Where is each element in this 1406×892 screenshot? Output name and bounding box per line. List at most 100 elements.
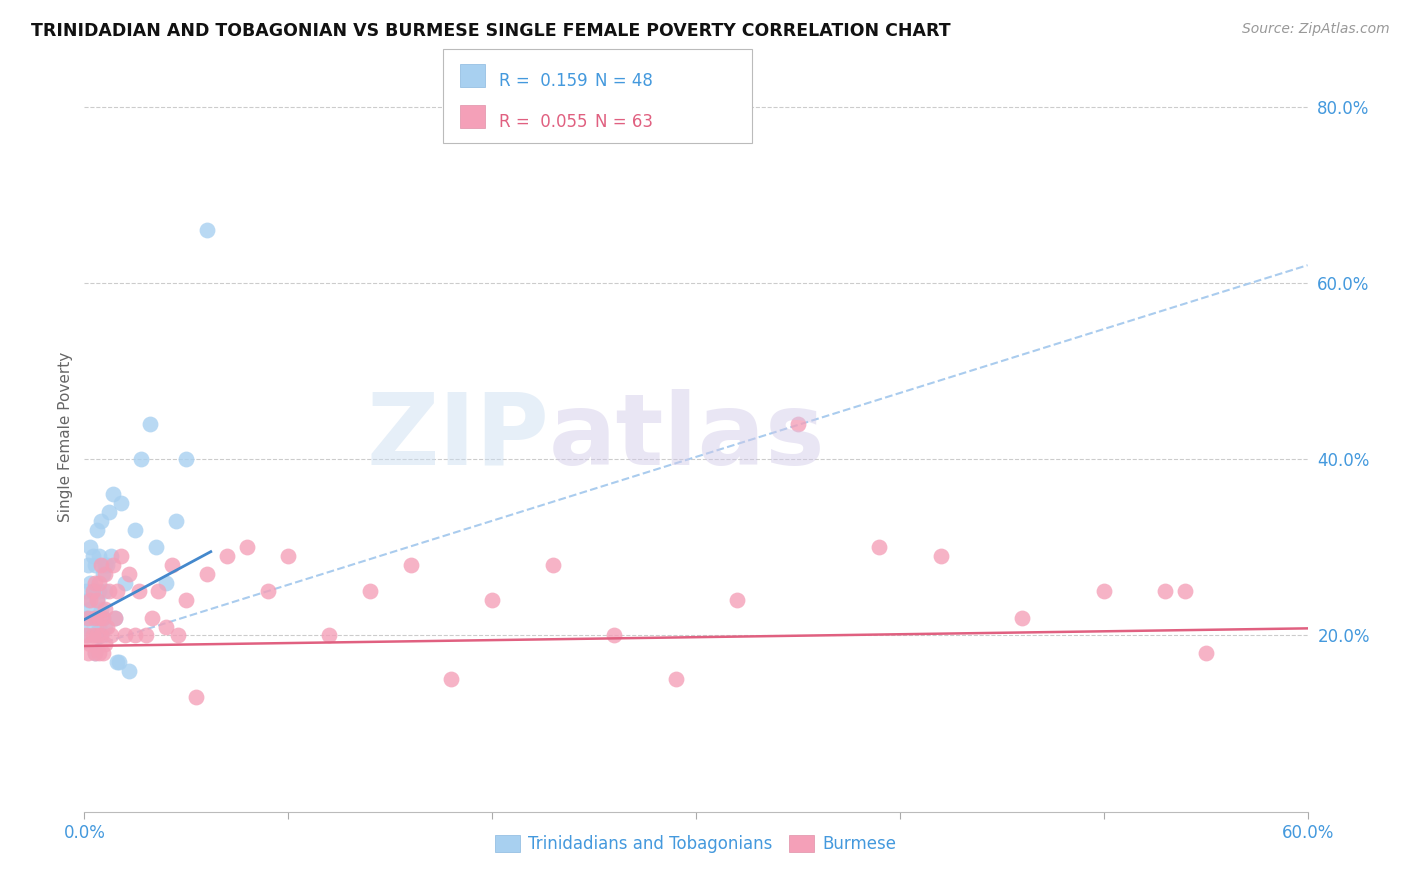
Point [83, 646, 105, 660]
Point [236, 541, 259, 555]
Point [186, 690, 208, 705]
Point [155, 619, 177, 633]
Point [1195, 646, 1218, 660]
Point [82, 628, 104, 642]
Point [869, 541, 891, 555]
Point [277, 549, 299, 563]
Point [87, 611, 110, 625]
Point [87, 584, 110, 599]
Point [87, 575, 110, 590]
Point [141, 611, 163, 625]
Point [79, 619, 101, 633]
Point [91, 566, 114, 581]
Point [82, 611, 104, 625]
Point [82, 584, 104, 599]
Point [257, 584, 280, 599]
Point [93, 637, 115, 651]
Point [77, 593, 100, 607]
Point [83, 611, 105, 625]
Point [124, 523, 146, 537]
Point [131, 452, 153, 467]
Point [87, 646, 110, 660]
Point [399, 558, 422, 572]
Point [90, 628, 112, 642]
Point [90, 602, 112, 616]
Point [82, 584, 104, 599]
Point [97, 505, 120, 519]
Point [1092, 584, 1115, 599]
Point [75, 584, 97, 599]
Point [83, 646, 105, 660]
Point [138, 417, 160, 431]
Text: R =  0.159: R = 0.159 [499, 72, 588, 90]
Point [124, 628, 146, 642]
Point [101, 487, 124, 501]
Point [174, 593, 197, 607]
Point [77, 628, 100, 642]
Point [87, 619, 110, 633]
Point [75, 611, 97, 625]
Point [174, 452, 197, 467]
Point [665, 673, 688, 687]
Point [93, 602, 115, 616]
Point [110, 496, 132, 510]
Point [145, 541, 167, 555]
Point [100, 549, 122, 563]
Point [91, 611, 114, 625]
Text: ZIP: ZIP [367, 389, 550, 485]
Text: N = 48: N = 48 [595, 72, 652, 90]
Point [91, 611, 114, 625]
Point [96, 619, 118, 633]
Point [725, 593, 748, 607]
Point [83, 558, 105, 572]
Point [359, 584, 381, 599]
Text: N = 63: N = 63 [595, 113, 652, 131]
Point [83, 584, 105, 599]
Point [79, 602, 101, 616]
Point [93, 619, 115, 633]
Point [79, 593, 101, 607]
Y-axis label: Single Female Poverty: Single Female Poverty [58, 352, 73, 522]
Point [543, 558, 565, 572]
Point [87, 549, 110, 563]
Point [82, 549, 104, 563]
Legend: Trinidadians and Tobagonians, Burmese: Trinidadians and Tobagonians, Burmese [488, 828, 904, 860]
Point [481, 593, 503, 607]
Point [86, 593, 108, 607]
Point [83, 611, 105, 625]
Point [108, 655, 131, 669]
Point [217, 549, 239, 563]
Point [77, 646, 100, 660]
Point [96, 558, 118, 572]
Text: TRINIDADIAN AND TOBAGONIAN VS BURMESE SINGLE FEMALE POVERTY CORRELATION CHART: TRINIDADIAN AND TOBAGONIAN VS BURMESE SI… [31, 22, 950, 40]
Point [101, 558, 124, 572]
Point [118, 664, 141, 678]
Text: atlas: atlas [550, 389, 825, 485]
Point [1154, 584, 1177, 599]
Text: R =  0.055: R = 0.055 [499, 113, 588, 131]
Point [118, 566, 141, 581]
Point [165, 514, 187, 528]
Point [114, 575, 136, 590]
Point [167, 628, 190, 642]
Point [105, 584, 128, 599]
Point [83, 575, 105, 590]
Point [77, 558, 100, 572]
Point [440, 673, 463, 687]
Point [787, 417, 810, 431]
Point [1011, 611, 1033, 625]
Point [929, 549, 952, 563]
Point [91, 646, 114, 660]
Point [79, 637, 101, 651]
Point [135, 628, 157, 642]
Point [318, 628, 340, 642]
Point [146, 584, 169, 599]
Point [77, 611, 100, 625]
Point [155, 575, 177, 590]
Point [93, 566, 115, 581]
Point [90, 558, 112, 572]
Point [93, 558, 115, 572]
Point [86, 523, 108, 537]
Point [128, 584, 150, 599]
Point [86, 593, 108, 607]
